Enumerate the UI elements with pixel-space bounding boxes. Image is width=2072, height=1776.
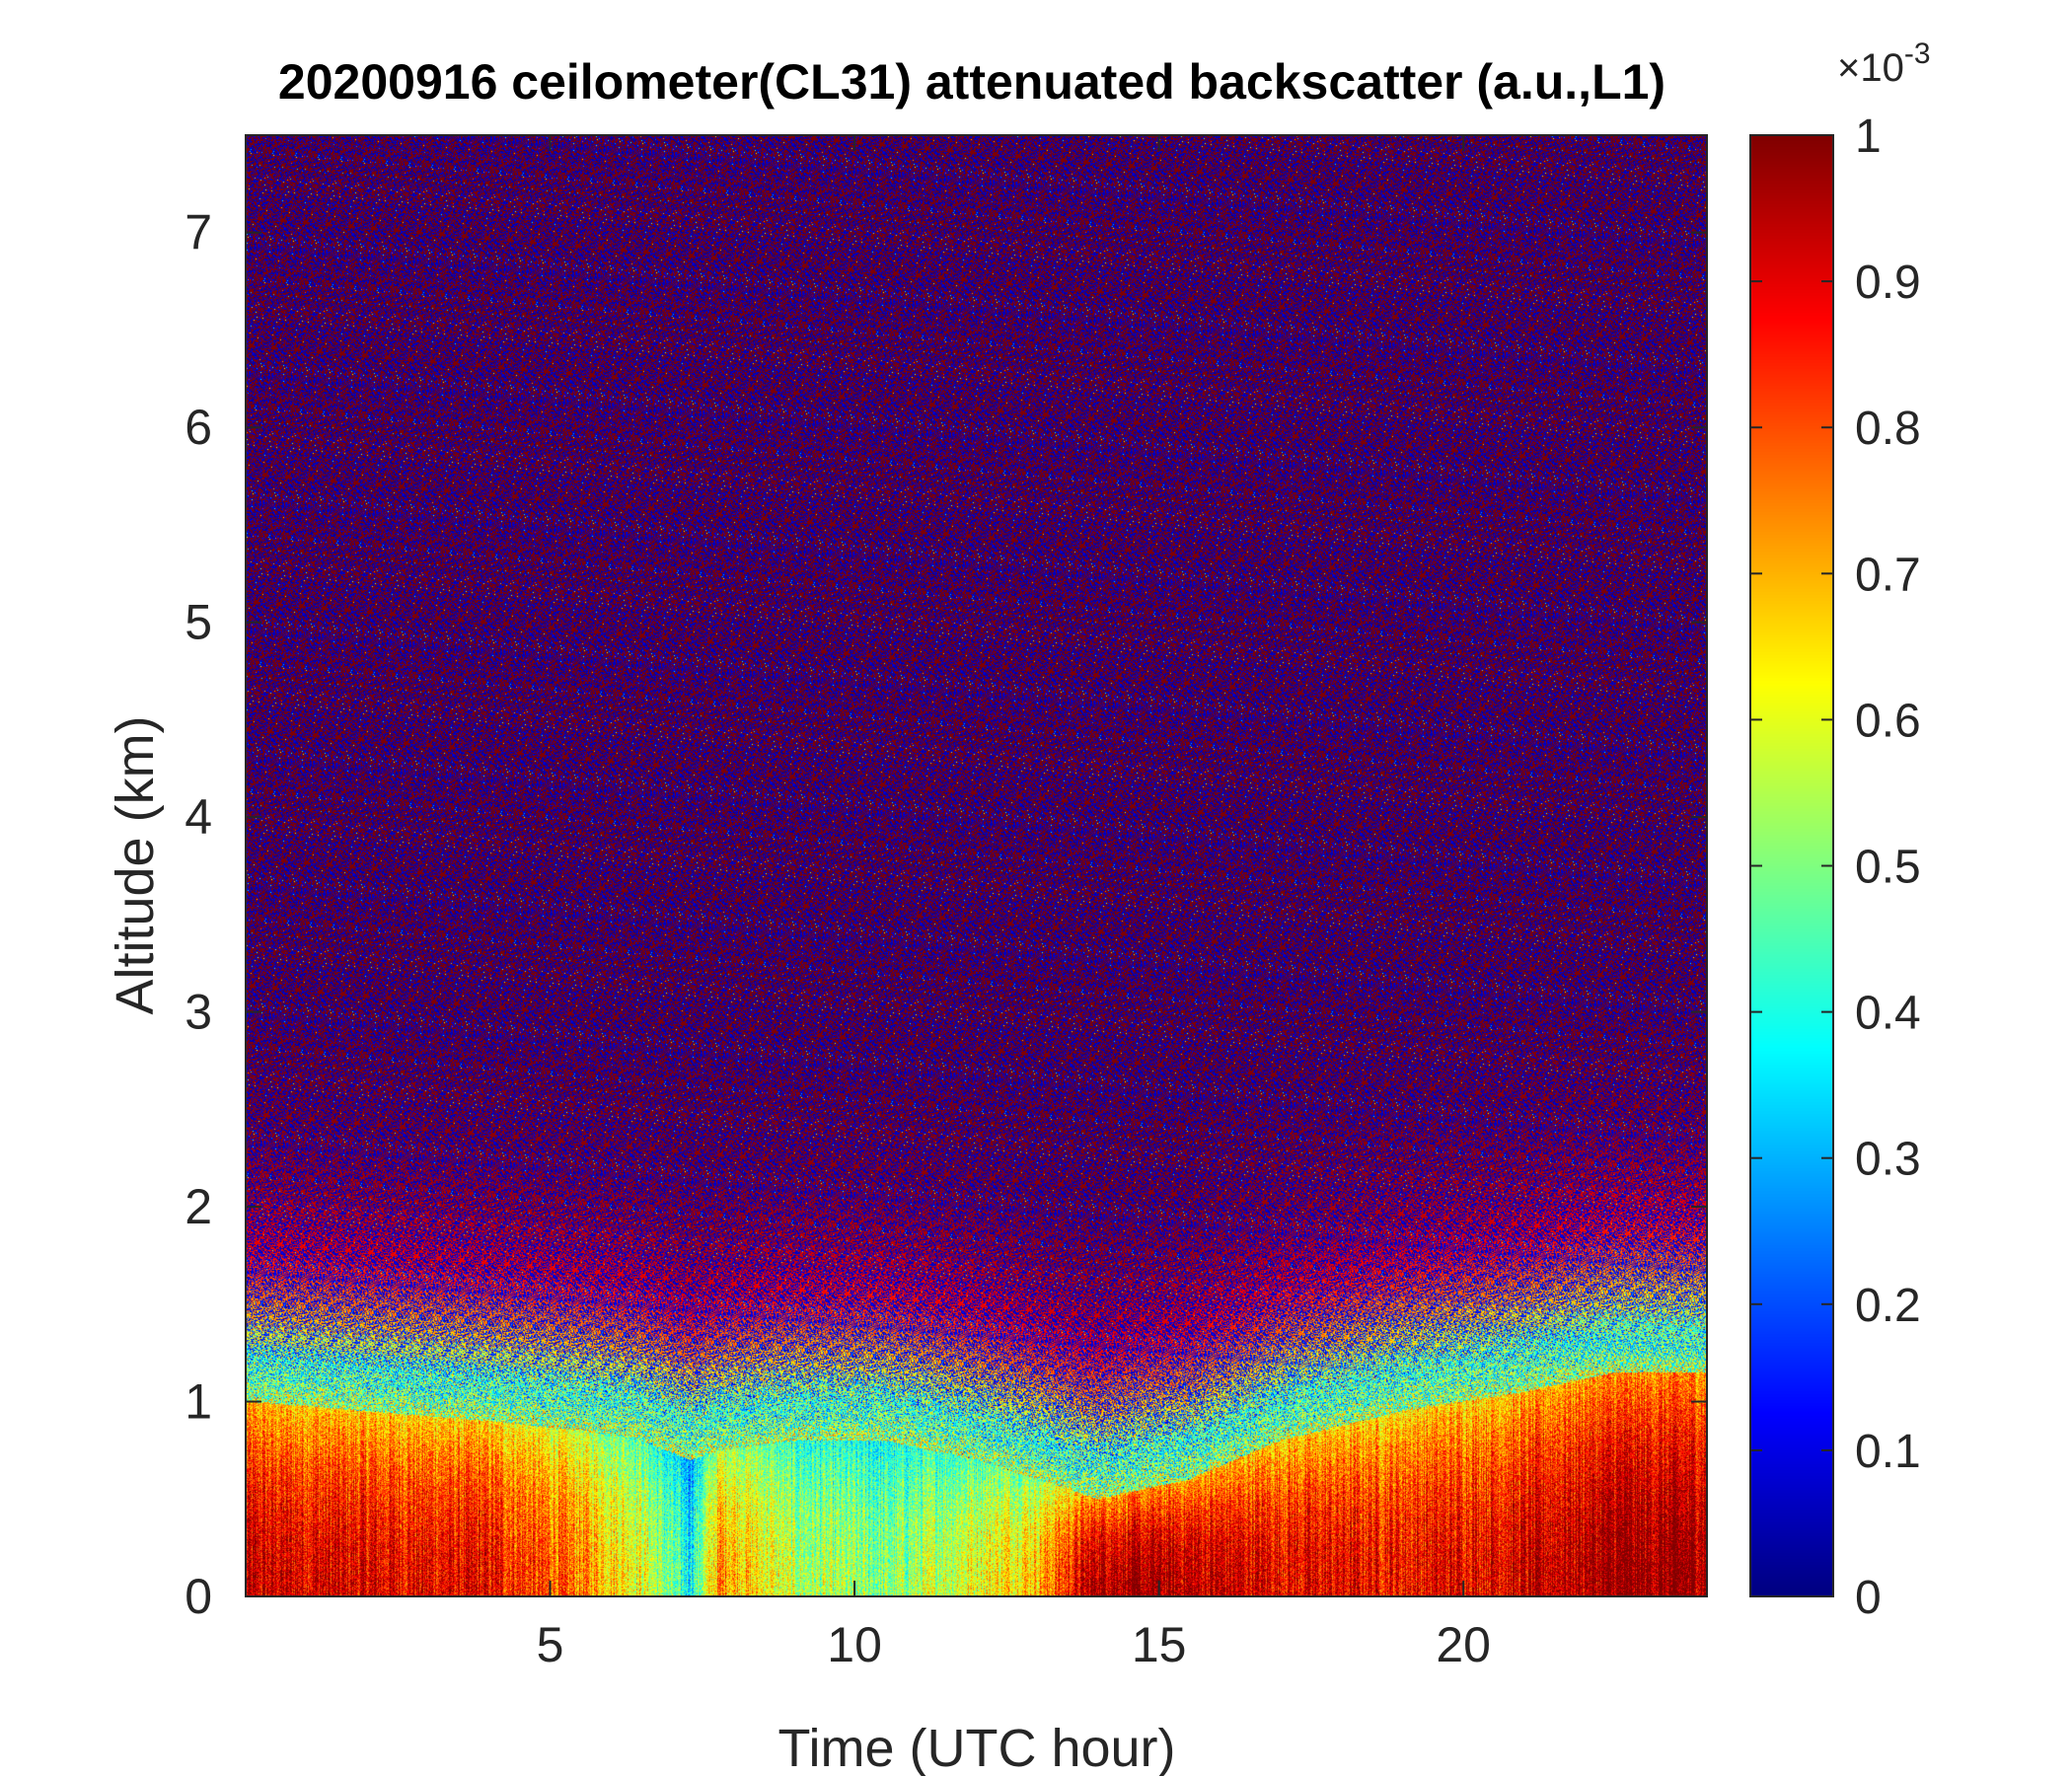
colorbar-tick-label: 0.9 [1855, 257, 1921, 309]
plot-frame [245, 134, 1708, 1597]
y-axis: 0 1 2 3 4 5 6 7 [185, 205, 1707, 1624]
colorbar-multiplier-base: ×10 [1837, 46, 1904, 90]
y-tick-label: 2 [185, 1179, 212, 1234]
colorbar-tick-label: 0.7 [1855, 549, 1921, 601]
backscatter-heatmap [246, 135, 1707, 1596]
y-tick-label: 4 [185, 789, 212, 845]
colorbar-multiplier: ×10-3 [1837, 37, 1931, 90]
colorbar-tick-label: 0.8 [1855, 403, 1921, 455]
x-axis-label: Time (UTC hour) [777, 1719, 1175, 1776]
colorbar-tick-label: 0.4 [1855, 988, 1921, 1040]
colorbar: 0 0.1 0.2 0.3 0.4 0.5 0.6 0.7 0.8 0.9 1 ×10-3 [1749, 37, 1931, 1624]
heatmap-container [246, 135, 1707, 1596]
y-tick-label: 6 [185, 400, 212, 455]
colorbar-ticks: 0 0.1 0.2 0.3 0.4 0.5 0.6 0.7 0.8 0.9 1 [1750, 111, 1921, 1624]
y-tick-label: 1 [185, 1374, 212, 1430]
y-tick-label: 7 [185, 205, 212, 260]
chart-title: 20200916 ceilometer(CL31) attenuated bac… [278, 54, 1665, 110]
y-axis-label: Altitude (km) [106, 715, 165, 1014]
x-tick-label: 10 [827, 1617, 882, 1672]
y-tick-label: 5 [185, 595, 212, 650]
colorbar-tick-label: 0.1 [1855, 1426, 1921, 1478]
colorbar-tick-label: 0.5 [1855, 842, 1921, 894]
colorbar-gradient [1750, 135, 1833, 1596]
x-axis: 5 10 15 20 [537, 135, 1491, 1672]
colorbar-gradient-container [1750, 135, 1833, 1596]
colorbar-tick-label: 0 [1855, 1572, 1882, 1624]
colorbar-multiplier-exponent: -3 [1904, 37, 1931, 70]
plot-area [245, 134, 1708, 1597]
colorbar-tick-label: 1 [1855, 111, 1882, 163]
x-tick-label: 5 [537, 1617, 564, 1672]
colorbar-tick-label: 0.2 [1855, 1280, 1921, 1332]
colorbar-tick-label: 0.3 [1855, 1134, 1921, 1186]
y-tick-label: 3 [185, 985, 212, 1040]
x-tick-label: 20 [1436, 1617, 1491, 1672]
y-tick-label: 0 [185, 1569, 212, 1624]
colorbar-tick-label: 0.6 [1855, 695, 1921, 747]
x-tick-label: 15 [1132, 1617, 1187, 1672]
